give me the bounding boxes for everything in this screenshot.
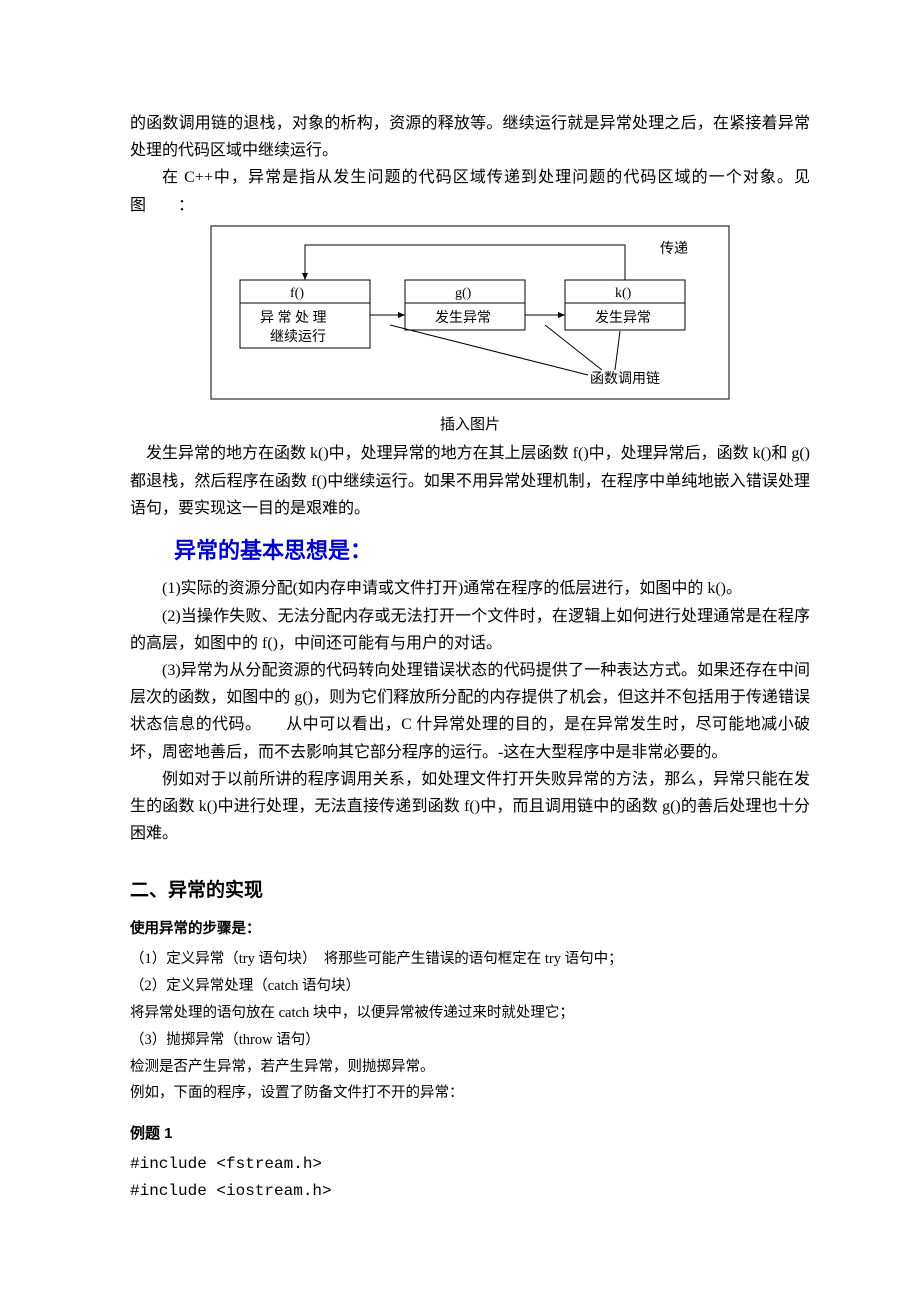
example-label: 例题 1 [130, 1121, 810, 1147]
paragraph-4: (1)实际的资源分配(如内存申请或文件打开)通常在程序的低层进行，如图中的 k(… [130, 575, 810, 602]
blue-heading: 异常的基本思想是： [174, 532, 810, 569]
box-g-label: g() [455, 286, 472, 301]
step-1: （1）定义异常（try 语句块） 将那些可能产生错误的语句框定在 try 语句中… [130, 946, 810, 973]
step-2b: 将异常处理的语句放在 catch 块中，以便异常被传递过来时就处理它； [130, 1000, 810, 1027]
code-line-1: #include <fstream.h> [130, 1151, 810, 1178]
paragraph-1: 的函数调用链的退栈，对象的析构，资源的释放等。继续运行就是异常处理之后，在紧接着… [130, 110, 810, 164]
box-g-sub: 发生异常 [435, 310, 491, 326]
paragraph-7: 例如对于以前所讲的程序调用关系，如处理文件打开失败异常的方法，那么，异常只能在发… [130, 766, 810, 848]
step-3b: 检测是否产生异常，若产生异常，则抛掷异常。 [130, 1054, 810, 1081]
step-3: （3）抛掷异常（throw 语句） [130, 1027, 810, 1054]
page: 的函数调用链的退栈，对象的析构，资源的释放等。继续运行就是异常处理之后，在紧接着… [0, 0, 920, 1265]
paragraph-2: 在 C++中，异常是指从发生问题的代码区域传递到处理问题的代码区域的一个对象。见… [130, 164, 810, 218]
steps-block: 使用异常的步骤是： （1）定义异常（try 语句块） 将那些可能产生错误的语句框… [130, 916, 810, 1108]
steps-heading: 使用异常的步骤是： [130, 916, 810, 943]
box-f-label: f() [290, 286, 304, 301]
paragraph-6: (3)异常为从分配资源的代码转向处理错误状态的代码提供了一种表达方式。如果还存在… [130, 657, 810, 766]
paragraph-5: (2)当操作失败、无法分配内存或无法打开一个文件时，在逻辑上如何进行处理通常是在… [130, 603, 810, 657]
code-line-2: #include <iostream.h> [130, 1178, 810, 1205]
label-pass: 传递 [660, 241, 688, 257]
diagram-caption: 插入图片 [210, 413, 730, 439]
heading-implementation: 二、异常的实现 [130, 875, 810, 907]
box-f-sub2: 继续运行 [270, 328, 326, 345]
step-example-intro: 例如，下面的程序，设置了防备文件打不开的异常： [130, 1080, 810, 1107]
flow-diagram: f() 异 常 处 理 继续运行 g() 发生异常 k() 发生异常 传递 [210, 225, 730, 400]
label-chain: 函数调用链 [590, 371, 660, 387]
box-k-label: k() [615, 286, 632, 301]
diagram-container: f() 异 常 处 理 继续运行 g() 发生异常 k() 发生异常 传递 [210, 225, 730, 439]
paragraph-3: 发生异常的地方在函数 k()中，处理异常的地方在其上层函数 f()中，处理异常后… [130, 440, 810, 522]
box-f-sub1: 异 常 处 理 [260, 310, 327, 326]
step-2: （2）定义异常处理（catch 语句块） [130, 973, 810, 1000]
box-k-sub: 发生异常 [595, 310, 651, 326]
